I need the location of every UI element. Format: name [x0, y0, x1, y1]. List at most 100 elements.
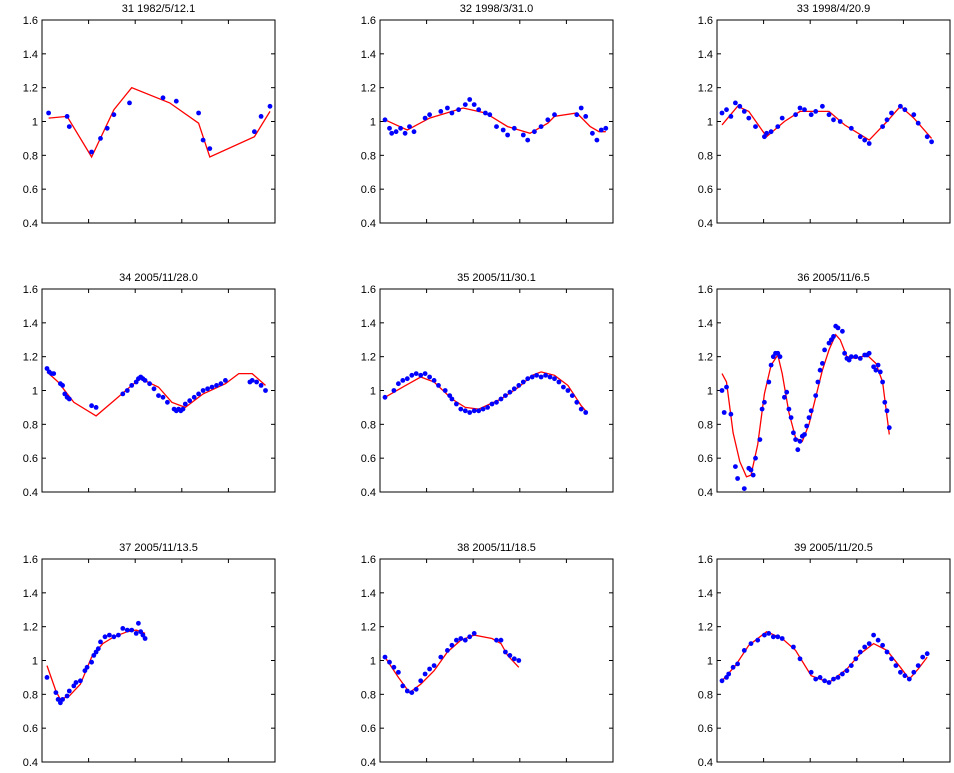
- panel-5-data-point: [538, 374, 544, 380]
- panel-2-data-point: [520, 132, 526, 138]
- panel-6-data-point: [873, 367, 879, 373]
- panel-2: 0.4 0.6 0.8 1 1.2 1.4 1.6 32 1998/3/31.0: [361, 3, 614, 230]
- panel-4-data-point: [214, 383, 219, 388]
- panel-9-data-point: [741, 648, 747, 653]
- panel-9-data-point: [779, 636, 785, 641]
- panel-6-data-point: [768, 362, 774, 368]
- panel-5-data-point: [498, 396, 504, 402]
- panel-3-data-point: [775, 124, 781, 129]
- panel-6-data-point: [724, 384, 729, 390]
- panel-2-data-point: [603, 125, 609, 131]
- panel-5-data-point: [436, 383, 441, 388]
- panel-9-data-point: [924, 651, 930, 657]
- panel-2-data-point: [407, 124, 412, 129]
- panel-9-data-point: [857, 649, 863, 655]
- panel-9-data-point: [831, 676, 836, 682]
- panel-5-ytick-label: 1: [370, 386, 376, 398]
- panel-4: 0.4 0.6 0.8 1 1.2 1.4 1.6 34 2005/11/28.0: [23, 272, 276, 499]
- panel-6-data-point: [728, 411, 734, 417]
- panel-3-fit-curve: [721, 105, 933, 141]
- panel-4-ytick-label: 0.8: [23, 419, 38, 431]
- panel-5-data-point: [578, 406, 584, 412]
- panel-3-data-point: [741, 109, 747, 114]
- panel-5-data-point: [516, 383, 522, 388]
- panel-3-title: 33 1998/4/20.9: [797, 3, 870, 15]
- panel-8-data-point: [400, 683, 406, 689]
- panel-4-data-point: [200, 388, 206, 393]
- panel-7-ytick-label: 0.4: [23, 757, 38, 768]
- panel-4-data-point: [156, 393, 161, 398]
- panel-5-data-point: [471, 408, 477, 414]
- panel-1-frame: [41, 19, 276, 224]
- panel-1-data-point: [64, 114, 70, 119]
- panel-8-data-point: [431, 663, 437, 668]
- panel-3-data-point: [902, 107, 908, 113]
- panel-4-data-point: [187, 398, 193, 404]
- panel-5-data-point: [409, 372, 415, 378]
- panel-2-data-point: [427, 112, 432, 118]
- panel-3: 0.4 0.6 0.8 1 1.2 1.4 1.6 33 1998/4/20.9: [698, 3, 951, 230]
- panel-8-data-point: [507, 653, 513, 658]
- panel-1-data-point: [104, 125, 110, 131]
- panel-9-data-point: [766, 631, 772, 636]
- panel-3-data-point: [753, 124, 758, 129]
- panel-8-data-point: [516, 658, 522, 663]
- panel-8-ytick-label: 0.4: [361, 757, 376, 768]
- panel-2-data-point: [422, 115, 428, 121]
- panel-6-data-point: [808, 408, 814, 414]
- panel-1-data-point: [267, 103, 273, 109]
- panel-8-ytick-label: 1.2: [361, 622, 376, 634]
- panel-4-data-point: [60, 383, 65, 388]
- panel-4-data-point: [223, 378, 228, 383]
- panel-2-data-point: [525, 137, 531, 143]
- panel-3-data-point: [929, 139, 934, 145]
- panel-1-ytick-label: 1: [32, 117, 38, 129]
- panel-6-data-point: [719, 388, 725, 393]
- panel-4-ytick-label: 1.6: [23, 284, 38, 296]
- panel-2-data-point: [387, 125, 392, 131]
- panel-9-data-point: [889, 656, 894, 662]
- panel-2-data-point: [449, 110, 455, 116]
- panel-5-data-point: [476, 408, 482, 414]
- panel-6-data-point: [835, 325, 841, 331]
- panel-3-data-point: [779, 115, 785, 121]
- panel-6-data-point: [753, 455, 758, 461]
- panel-9-ytick-label: 0.4: [698, 757, 713, 768]
- panel-2-ytick-label: 0.4: [361, 218, 376, 230]
- panel-5-data-point: [422, 371, 428, 376]
- panel-3-data-point: [808, 112, 814, 118]
- panel-6-data-point: [842, 350, 847, 356]
- panel-5-data-point: [447, 393, 453, 398]
- panel-2-title: 32 1998/3/31.0: [460, 3, 533, 15]
- panel-9-data-point: [835, 675, 841, 680]
- panel-5-data-point: [396, 381, 401, 387]
- panel-6-ytick-label: 1.6: [698, 284, 713, 296]
- panel-8-data-point: [396, 669, 401, 675]
- panel-6-data-point: [831, 334, 836, 339]
- panel-8-data-point: [498, 637, 504, 643]
- panel-5-data-point: [427, 374, 432, 380]
- panel-7-data-point: [107, 632, 112, 638]
- panel-7-data-point: [98, 639, 103, 645]
- panel-3-ytick-label: 0.8: [698, 150, 713, 162]
- panel-3-data-point: [884, 117, 890, 123]
- panel-3-data-point: [719, 110, 725, 116]
- panel-9-data-point: [911, 669, 917, 675]
- panel-3-data-point: [793, 112, 798, 118]
- panel-2-data-point: [538, 124, 544, 129]
- panel-9-data-point: [893, 663, 899, 668]
- panel-4-data-point: [182, 401, 188, 407]
- panel-8-ytick-label: 0.6: [361, 723, 376, 735]
- panel-6-data-point: [828, 337, 834, 343]
- panel-2-data-point: [494, 124, 499, 129]
- panel-7-ytick-label: 0.6: [23, 723, 38, 735]
- panel-7-data-point: [73, 680, 79, 685]
- panel-7-frame: [41, 558, 276, 763]
- panel-7-data-point: [95, 646, 101, 652]
- panel-6-data-point: [815, 379, 821, 385]
- panel-5-data-point: [511, 386, 517, 392]
- panel-8-data-point: [494, 637, 499, 643]
- panel-6-data-point: [884, 408, 890, 414]
- panel-3-data-point: [880, 124, 885, 129]
- panel-3-data-point: [898, 103, 903, 109]
